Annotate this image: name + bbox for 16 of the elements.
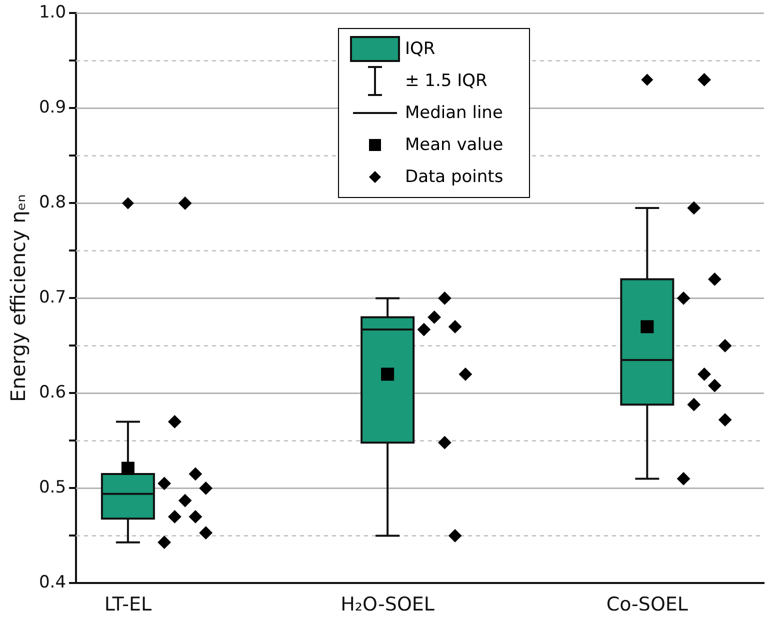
y-tick-label: 0.9 — [38, 98, 66, 118]
y-tick-label: 1.0 — [38, 2, 66, 23]
y-tick-label: 0.7 — [38, 288, 66, 308]
y-tick-label: 0.6 — [38, 382, 66, 403]
annotation: Mean value — [405, 135, 504, 155]
y-tick-label: 0.8 — [38, 192, 66, 213]
annotation: Median line — [405, 103, 503, 123]
legend-label: Data points — [405, 167, 504, 187]
legend-label: IQR — [405, 39, 436, 59]
y-axis-title: Energy efficiency ηₑₙ — [6, 194, 30, 402]
x-tick-label: Co-SOEL — [606, 594, 688, 616]
y-tick-label: 0.5 — [38, 478, 66, 498]
x-tick-label: H₂O-SOEL — [340, 594, 435, 616]
x-tick-label: LT-EL — [104, 594, 152, 616]
y-tick-label: 0.4 — [38, 572, 66, 593]
annotation: ± 1.5 IQR — [405, 71, 488, 91]
